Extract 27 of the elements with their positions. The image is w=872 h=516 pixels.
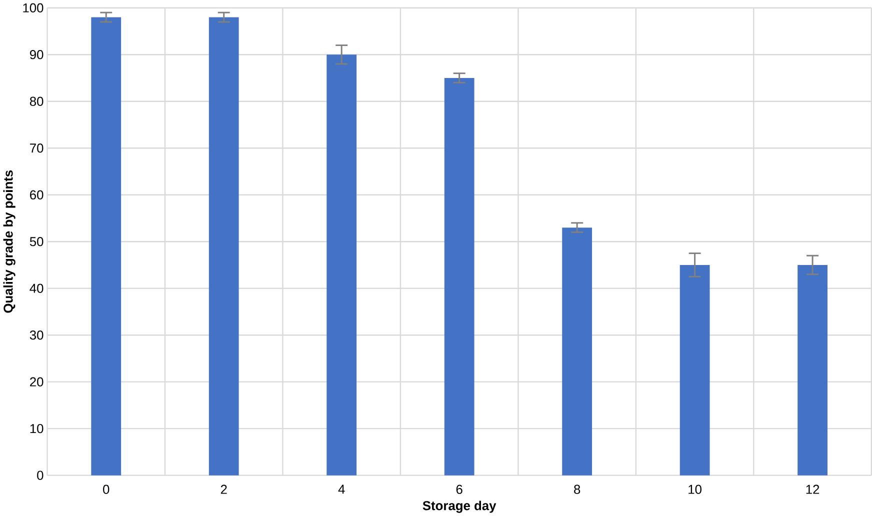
bar (798, 264, 828, 476)
x-tick-label: 10 (688, 484, 702, 494)
bar (562, 228, 592, 476)
x-tick-label: 2 (220, 484, 227, 494)
x-tick-label: 6 (456, 484, 462, 494)
x-tick-label: 0 (103, 484, 110, 494)
y-tick-label: 70 (30, 143, 44, 153)
y-tick-label: 10 (30, 424, 44, 434)
y-tick-label: 30 (30, 330, 44, 340)
x-axis-title: Storage day (422, 500, 496, 513)
y-tick-label: 60 (30, 190, 44, 200)
y-tick-label: 80 (30, 96, 44, 106)
y-tick-label: 20 (30, 377, 44, 386)
bar (444, 78, 474, 476)
x-tick-label: 4 (338, 484, 345, 494)
bar (208, 17, 239, 476)
bar (680, 264, 710, 476)
y-tick-label: 40 (30, 284, 44, 293)
x-tick-label: 8 (574, 484, 580, 494)
bar (326, 54, 357, 476)
bar (91, 17, 122, 476)
x-tick-label: 12 (806, 484, 820, 494)
y-tick-label: 100 (23, 3, 44, 12)
y-tick-label: 50 (30, 236, 44, 246)
y-axis-title: Quality grade by points (3, 170, 16, 313)
y-tick-label: 90 (30, 50, 44, 60)
y-tick-label: 0 (37, 470, 44, 480)
